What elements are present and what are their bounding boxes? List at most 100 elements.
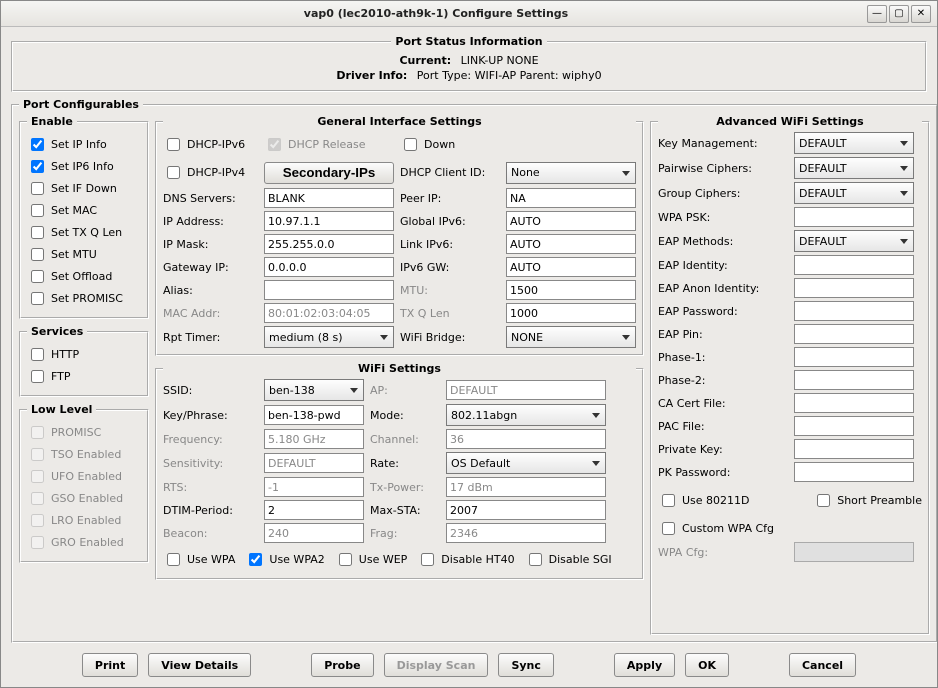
- cb[interactable]: [529, 553, 542, 566]
- pkpwd-input[interactable]: [794, 462, 914, 482]
- phase1-input[interactable]: [794, 347, 914, 367]
- cb[interactable]: [421, 553, 434, 566]
- phase2-input[interactable]: [794, 370, 914, 390]
- secondary-ips-button[interactable]: Secondary-IPs: [264, 162, 394, 184]
- alias-input[interactable]: [264, 280, 394, 300]
- service-http[interactable]: HTTP: [27, 345, 141, 364]
- cb[interactable]: [404, 138, 417, 151]
- rpt-combo[interactable]: medium (8 s): [264, 326, 394, 348]
- ok-button[interactable]: OK: [685, 653, 729, 677]
- cb[interactable]: [167, 138, 180, 151]
- enable-set-promisc[interactable]: Set PROMISC: [27, 289, 141, 308]
- cb[interactable]: [167, 553, 180, 566]
- chk-set-promisc[interactable]: [31, 292, 44, 305]
- chk-short-preamble[interactable]: Short Preamble: [813, 491, 922, 510]
- apply-button[interactable]: Apply: [614, 653, 675, 677]
- chk-down[interactable]: Down: [400, 135, 500, 154]
- keymgmt-combo[interactable]: DEFAULT: [794, 132, 914, 154]
- chk-use-80211d[interactable]: Use 80211D: [658, 491, 750, 510]
- chk-set-mtu[interactable]: [31, 248, 44, 261]
- enable-set-ip-info[interactable]: Set IP Info: [27, 135, 141, 154]
- frag-input[interactable]: [446, 523, 606, 543]
- privkey-input[interactable]: [794, 439, 914, 459]
- mode-combo[interactable]: 802.11abgn: [446, 404, 606, 426]
- link-ipv6-input[interactable]: [506, 234, 636, 254]
- cb[interactable]: [662, 522, 675, 535]
- wpapsk-input[interactable]: [794, 207, 914, 227]
- chk-set-if-down[interactable]: [31, 182, 44, 195]
- chk-set-mac[interactable]: [31, 204, 44, 217]
- ipv6-gw-input[interactable]: [506, 257, 636, 277]
- ssid-combo[interactable]: ben-138: [264, 379, 364, 401]
- close-icon[interactable]: ✕: [911, 5, 931, 23]
- chk-set-txqlen[interactable]: [31, 226, 44, 239]
- chk-set-ip6-info[interactable]: [31, 160, 44, 173]
- eappwd-input[interactable]: [794, 301, 914, 321]
- cb[interactable]: [339, 553, 352, 566]
- freq-input[interactable]: [264, 429, 364, 449]
- print-button[interactable]: Print: [82, 653, 138, 677]
- chk-dhcp-ipv4[interactable]: DHCP-IPv4: [163, 163, 258, 182]
- cb[interactable]: [249, 553, 262, 566]
- eapid-input[interactable]: [794, 255, 914, 275]
- chk-use-wep[interactable]: Use WEP: [335, 550, 408, 569]
- maxsta-input[interactable]: [446, 500, 606, 520]
- cb[interactable]: [167, 166, 180, 179]
- chk-use-wpa2[interactable]: Use WPA2: [245, 550, 324, 569]
- chk-set-offload[interactable]: [31, 270, 44, 283]
- maximize-icon[interactable]: ▢: [889, 5, 909, 23]
- eappin-input[interactable]: [794, 324, 914, 344]
- chk-set-ip-info[interactable]: [31, 138, 44, 151]
- cacert-input[interactable]: [794, 393, 914, 413]
- cb[interactable]: [817, 494, 830, 507]
- mac-input[interactable]: [264, 303, 394, 323]
- enable-set-txqlen[interactable]: Set TX Q Len: [27, 223, 141, 242]
- bridge-combo[interactable]: NONE: [506, 326, 636, 348]
- gw-input[interactable]: [264, 257, 394, 277]
- chk-disable-sgi[interactable]: Disable SGI: [525, 550, 612, 569]
- mtu-input[interactable]: [506, 280, 636, 300]
- chk-custom-wpa[interactable]: Custom WPA Cfg: [658, 519, 922, 538]
- chan-input[interactable]: [446, 429, 606, 449]
- dhcp-client-id-combo[interactable]: None: [506, 162, 636, 184]
- enable-set-ip6-info[interactable]: Set IP6 Info: [27, 157, 141, 176]
- pairwise-combo[interactable]: DEFAULT: [794, 157, 914, 179]
- chk-use-wpa[interactable]: Use WPA: [163, 550, 235, 569]
- dtim-input[interactable]: [264, 500, 364, 520]
- eapanon-input[interactable]: [794, 278, 914, 298]
- enable-set-if-down[interactable]: Set IF Down: [27, 179, 141, 198]
- peer-ip-input[interactable]: [506, 188, 636, 208]
- beacon-input[interactable]: [264, 523, 364, 543]
- enable-set-mtu[interactable]: Set MTU: [27, 245, 141, 264]
- ip-addr-input[interactable]: [264, 211, 394, 231]
- txq-input[interactable]: [506, 303, 636, 323]
- chk-ll-gso: [31, 492, 44, 505]
- chk-http[interactable]: [31, 348, 44, 361]
- global-ipv6-input[interactable]: [506, 211, 636, 231]
- enable-set-mac[interactable]: Set MAC: [27, 201, 141, 220]
- chk-dhcp-ipv6[interactable]: DHCP-IPv6: [163, 135, 258, 154]
- key-input[interactable]: [264, 405, 364, 425]
- view-details-button[interactable]: View Details: [148, 653, 251, 677]
- cancel-button[interactable]: Cancel: [789, 653, 856, 677]
- enable-set-offload[interactable]: Set Offload: [27, 267, 141, 286]
- frag-label: Frag:: [370, 527, 440, 540]
- group-combo[interactable]: DEFAULT: [794, 182, 914, 204]
- pacfile-input[interactable]: [794, 416, 914, 436]
- sens-input[interactable]: [264, 453, 364, 473]
- txpower-input[interactable]: [446, 477, 606, 497]
- driver-label: Driver Info:: [336, 69, 407, 82]
- probe-button[interactable]: Probe: [311, 653, 373, 677]
- dns-input[interactable]: [264, 188, 394, 208]
- chk-disable-ht40[interactable]: Disable HT40: [417, 550, 514, 569]
- rts-input[interactable]: [264, 477, 364, 497]
- sync-button[interactable]: Sync: [498, 653, 553, 677]
- ip-mask-input[interactable]: [264, 234, 394, 254]
- cb[interactable]: [662, 494, 675, 507]
- service-ftp[interactable]: FTP: [27, 367, 141, 386]
- chk-ftp[interactable]: [31, 370, 44, 383]
- eapmethods-combo[interactable]: DEFAULT: [794, 230, 914, 252]
- rate-combo[interactable]: OS Default: [446, 452, 606, 474]
- minimize-icon[interactable]: —: [867, 5, 887, 23]
- ap-input[interactable]: [446, 380, 606, 400]
